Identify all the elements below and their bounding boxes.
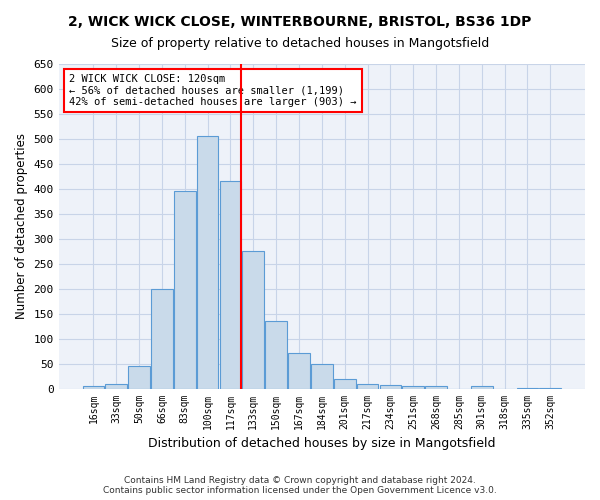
Bar (265, 321, 287, 388)
Text: 2 WICK WICK CLOSE: 120sqm
← 56% of detached houses are smaller (1,199)
42% of se: 2 WICK WICK CLOSE: 120sqm ← 56% of detac… (69, 74, 356, 107)
Bar (106, 384, 127, 388)
Bar (471, 386, 493, 388)
Bar (151, 288, 173, 388)
Bar (380, 384, 401, 388)
Bar (356, 384, 379, 388)
Text: Size of property relative to detached houses in Mangotsfield: Size of property relative to detached ho… (111, 38, 489, 51)
Text: 2, WICK WICK CLOSE, WINTERBOURNE, BRISTOL, BS36 1DP: 2, WICK WICK CLOSE, WINTERBOURNE, BRISTO… (68, 15, 532, 29)
Bar (334, 378, 356, 388)
Bar (288, 352, 310, 388)
Bar (403, 386, 424, 388)
Bar (197, 136, 218, 388)
Bar (425, 386, 447, 388)
Bar (128, 366, 150, 388)
Bar (83, 386, 104, 388)
Bar (220, 182, 241, 388)
Y-axis label: Number of detached properties: Number of detached properties (15, 134, 28, 320)
Bar (311, 364, 332, 388)
Bar (242, 251, 264, 388)
Bar (174, 192, 196, 388)
Text: Contains HM Land Registry data © Crown copyright and database right 2024.
Contai: Contains HM Land Registry data © Crown c… (103, 476, 497, 495)
X-axis label: Distribution of detached houses by size in Mangotsfield: Distribution of detached houses by size … (148, 437, 496, 450)
